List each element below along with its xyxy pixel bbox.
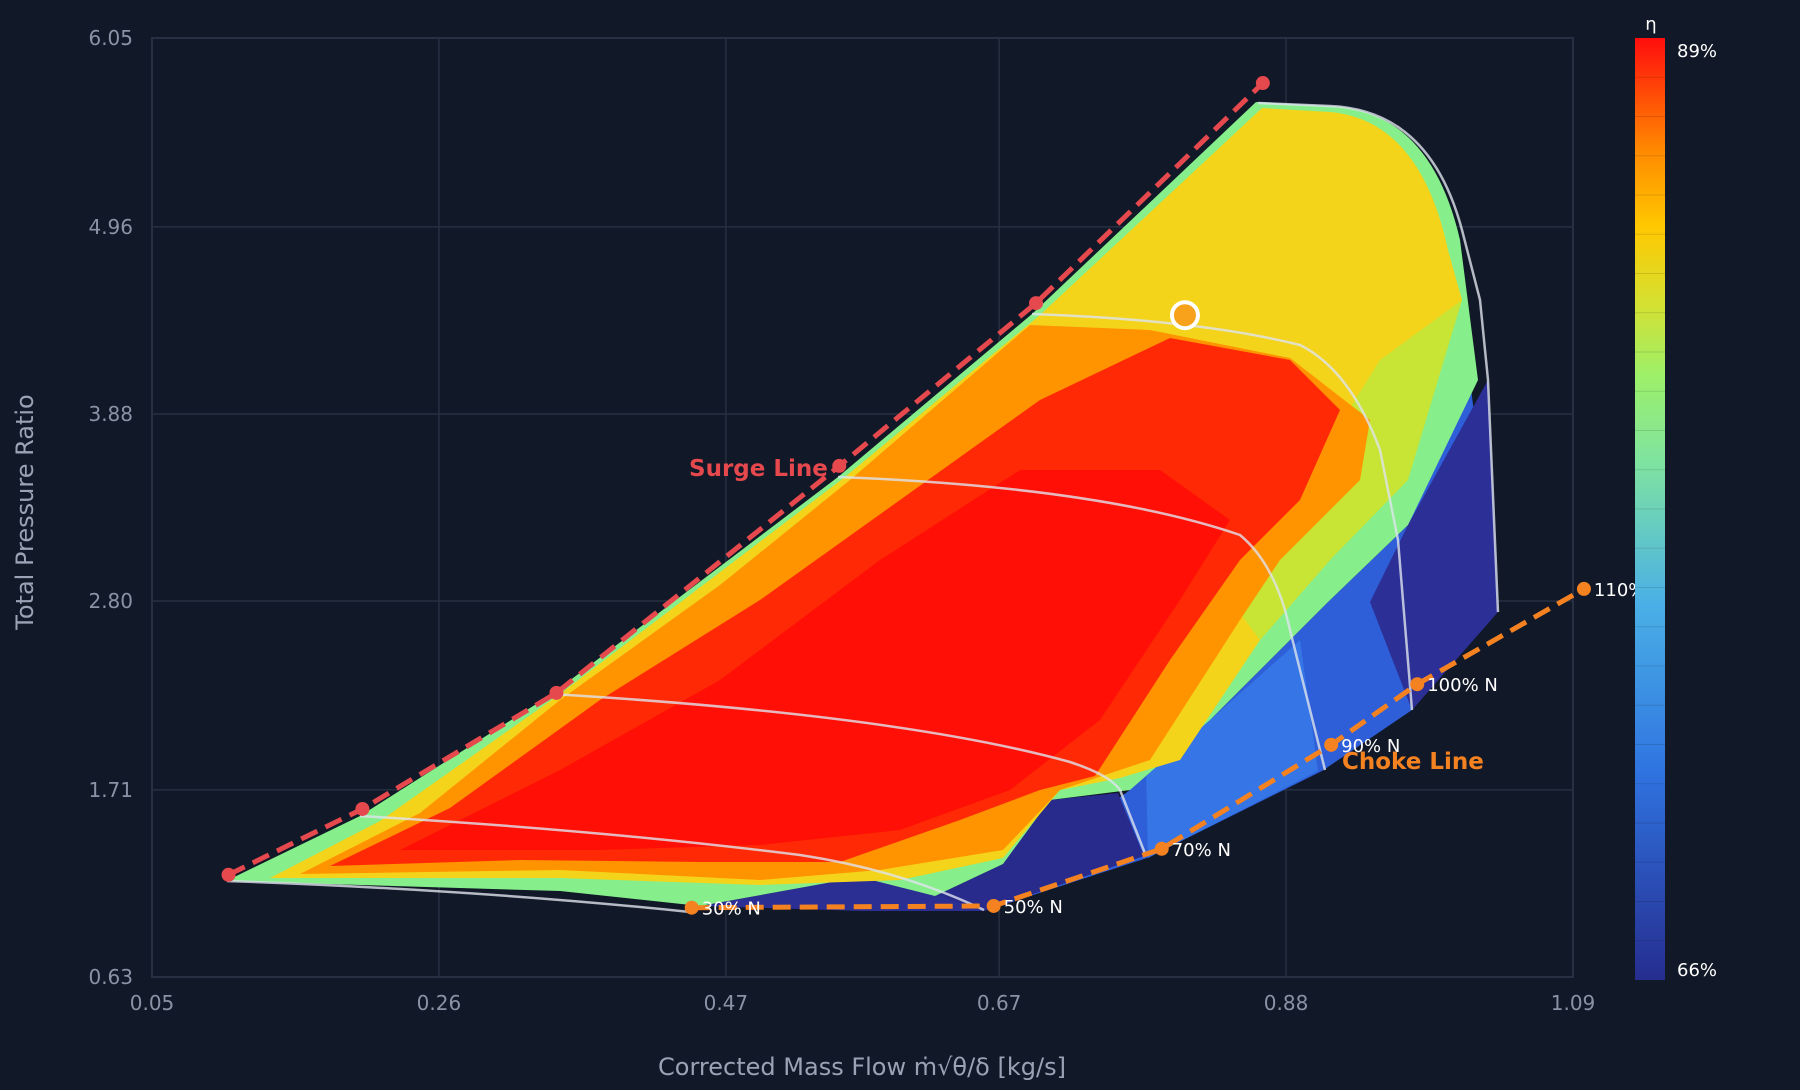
surge-point [1255, 76, 1270, 91]
x-tick-label: 0.47 [704, 991, 749, 1015]
surge-point [549, 685, 564, 700]
speed-line-label: 100% N [1427, 675, 1498, 696]
choke-line [684, 581, 1591, 915]
efficiency-contour-fill [226, 102, 1498, 911]
colorbar-max-label: 89% [1677, 41, 1717, 62]
choke-point [1576, 581, 1591, 596]
choke-point [1324, 737, 1339, 752]
speed-line-label: 90% N [1341, 736, 1400, 757]
speed-line-label: 50% N [1004, 897, 1063, 918]
surge-point [221, 867, 236, 882]
colorbar-min-label: 66% [1677, 960, 1717, 981]
very-low-efficiency-region [935, 793, 1144, 911]
low-efficiency-blue-band [1130, 640, 1318, 858]
colorbar-gradient [1635, 38, 1665, 980]
y-tick-label: 0.63 [88, 965, 133, 989]
y-axis-title: Total Pressure Ratio [11, 394, 39, 630]
speed-line-label: 70% N [1172, 840, 1231, 861]
y-tick-label: 6.05 [88, 26, 133, 50]
choke-point [986, 898, 1001, 913]
speed-lines [226, 101, 1500, 914]
x-tick-label: 0.67 [977, 991, 1022, 1015]
speed-line-30 [226, 879, 691, 914]
choke-line-annotation: Choke Line [1342, 749, 1484, 775]
x-tick-label: 0.88 [1264, 991, 1309, 1015]
axis-ticks: 0.05 0.26 0.47 0.67 0.88 1.09 0.63 1.71 2.80 3.88… [88, 26, 1595, 1015]
speed-line-label: 30% N [702, 899, 761, 920]
speed-line-70 [551, 692, 1148, 857]
surge-line-annotation: Surge Line [689, 456, 828, 482]
x-tick-label: 0.26 [417, 991, 462, 1015]
low-efficiency-strip [700, 877, 984, 911]
choke-point [1154, 841, 1169, 856]
colorbar: η 89% 66% [1635, 14, 1717, 981]
surge-line [221, 76, 1270, 882]
surge-line-path [227, 81, 1265, 878]
x-tick-label: 0.05 [130, 991, 175, 1015]
speed-line-50 [359, 814, 985, 912]
choke-line-path [691, 586, 1586, 911]
surge-point [832, 458, 847, 473]
speed-line-100 [1031, 312, 1414, 711]
speed-line-90 [837, 475, 1327, 771]
colorbar-bands [1635, 76, 1665, 942]
surge-point [1029, 296, 1044, 311]
very-low-efficiency-band [1370, 380, 1498, 710]
y-tick-label: 1.71 [88, 778, 133, 802]
x-axis-title: Corrected Mass Flow ṁ√θ/δ [kg/s] [658, 1053, 1066, 1081]
x-tick-label: 1.09 [1551, 991, 1596, 1015]
operating-point-marker [1169, 300, 1200, 331]
colorbar-title: η [1645, 14, 1656, 35]
choke-point [1410, 677, 1425, 692]
peak-efficiency-core [400, 470, 1230, 850]
y-tick-label: 3.88 [88, 402, 133, 426]
y-tick-label: 4.96 [88, 215, 133, 239]
y-tick-label: 2.80 [88, 589, 133, 613]
speed-line-110 [1257, 101, 1500, 613]
surge-point [355, 801, 370, 816]
choke-point [684, 900, 699, 915]
